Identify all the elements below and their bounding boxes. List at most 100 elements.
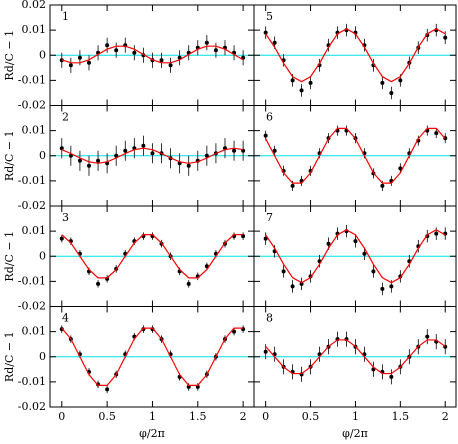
fit-curve	[61, 327, 244, 386]
data-point	[389, 90, 394, 95]
y-tick-label: 0	[39, 48, 46, 61]
fit-curve	[61, 234, 244, 279]
data-point	[353, 239, 358, 244]
data-point	[263, 30, 268, 35]
data-point	[68, 63, 73, 68]
x-tick-label: 1.5	[189, 410, 207, 423]
panel-label: 3	[62, 211, 69, 224]
data-point	[326, 241, 331, 246]
data-point	[272, 40, 277, 45]
x-tick-label: 1	[149, 410, 156, 423]
data-point	[96, 158, 101, 163]
data-point	[290, 284, 295, 289]
y-axis-label: Rd/C − 1	[3, 130, 16, 181]
data-point	[371, 269, 376, 274]
data-point	[132, 50, 137, 55]
x-tick-label: 0.5	[98, 410, 116, 423]
x-tick-label: 1.5	[392, 410, 410, 423]
data-point	[150, 151, 155, 156]
y-tick-label: 0.01	[22, 124, 47, 137]
panel-label: 1	[62, 10, 69, 23]
y-tick-label: 0	[39, 149, 46, 162]
data-point	[77, 55, 82, 60]
data-point	[434, 131, 439, 136]
fit-curve	[265, 339, 446, 375]
data-point	[443, 35, 448, 40]
y-tick-label: -0.01	[18, 274, 46, 287]
y-tick-label: -0.02	[18, 300, 46, 313]
data-point	[232, 329, 237, 334]
data-point	[299, 88, 304, 93]
data-point	[380, 80, 385, 85]
x-tick-label: 0	[262, 410, 269, 423]
y-tick-label: 0	[39, 249, 46, 262]
data-point	[204, 153, 209, 158]
data-point	[59, 236, 64, 241]
panel-label: 6	[266, 111, 273, 124]
data-point	[425, 334, 430, 339]
data-point	[96, 281, 101, 286]
y-tick-label: -0.02	[18, 199, 46, 212]
panel-label: 7	[266, 211, 273, 224]
y-tick-label: -0.01	[18, 174, 46, 187]
data-point	[186, 281, 191, 286]
y-axis-label: Rd/C − 1	[3, 30, 16, 81]
data-point	[68, 153, 73, 158]
data-point	[263, 133, 268, 138]
data-point	[398, 166, 403, 171]
y-axis-label: Rd/C − 1	[3, 331, 16, 382]
fit-curve	[61, 45, 244, 64]
data-point	[77, 158, 82, 163]
data-point	[59, 146, 64, 151]
y-tick-label: -0.01	[18, 73, 46, 86]
y-tick-label: 0.01	[22, 325, 47, 338]
data-point	[263, 349, 268, 354]
data-point	[380, 286, 385, 291]
data-point	[186, 163, 191, 168]
data-point	[308, 80, 313, 85]
panel-label: 2	[62, 111, 69, 124]
data-point	[362, 251, 367, 256]
data-point	[299, 281, 304, 286]
data-point	[168, 63, 173, 68]
data-point	[389, 374, 394, 379]
data-point	[204, 40, 209, 45]
fit-curve	[61, 147, 244, 164]
data-point	[380, 183, 385, 188]
y-tick-label: 0.01	[22, 23, 47, 36]
y-tick-label: 0	[39, 350, 46, 363]
data-point	[123, 148, 128, 153]
fit-curve	[265, 28, 446, 83]
x-tick-label: 1	[352, 410, 359, 423]
data-point	[290, 183, 295, 188]
data-point	[272, 148, 277, 153]
panel-label: 4	[62, 312, 69, 325]
data-point	[263, 236, 268, 241]
data-point	[114, 48, 119, 53]
y-tick-label: -0.01	[18, 375, 46, 388]
panel-frame	[253, 306, 457, 408]
x-tick-label: 0.5	[302, 410, 320, 423]
data-point	[86, 163, 91, 168]
data-point	[105, 387, 110, 392]
data-point	[398, 78, 403, 83]
data-point	[281, 269, 286, 274]
panel-label: 5	[266, 10, 273, 23]
y-tick-label: 0.02	[22, 0, 47, 11]
y-tick-label: -0.02	[18, 400, 46, 413]
y-tick-label: 0.01	[22, 224, 47, 237]
x-axis-label: φ/2π	[342, 427, 368, 440]
x-axis-label: φ/2π	[139, 427, 165, 440]
data-point	[86, 60, 91, 65]
y-tick-label: -0.02	[18, 99, 46, 112]
data-point	[389, 284, 394, 289]
x-tick-label: 2	[240, 410, 247, 423]
data-point	[114, 153, 119, 158]
data-point	[290, 78, 295, 83]
panel-label: 8	[266, 312, 273, 325]
data-point	[232, 148, 237, 153]
data-point	[159, 58, 164, 63]
data-point	[105, 43, 110, 48]
data-point	[213, 48, 218, 53]
